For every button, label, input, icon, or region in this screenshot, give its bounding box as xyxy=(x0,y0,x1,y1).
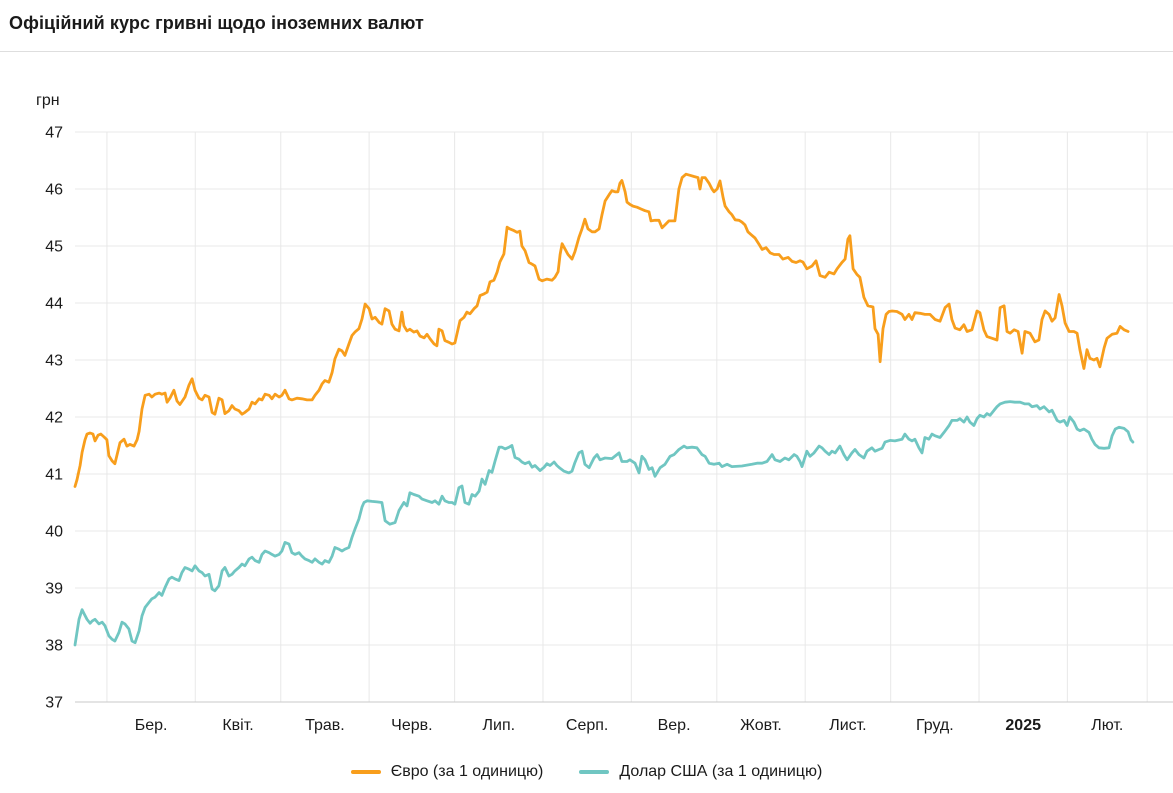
x-axis-month-label: Серп. xyxy=(566,717,608,734)
x-axis-month-label: Трав. xyxy=(305,717,345,734)
y-axis-tick-label: 41 xyxy=(45,467,63,484)
y-axis-tick-label: 47 xyxy=(45,125,63,142)
y-axis-tick-label: 38 xyxy=(45,638,63,655)
x-axis-month-label: Груд. xyxy=(916,717,954,734)
y-axis-tick-label: 39 xyxy=(45,581,63,598)
euro-rate-line[interactable] xyxy=(73,172,1130,488)
legend-item-euro[interactable]: Євро (за 1 одиницю) xyxy=(350,763,544,781)
x-axis-month-label: Жовт. xyxy=(740,717,782,734)
legend-item-usd[interactable]: Долар США (за 1 одиницю) xyxy=(579,763,822,781)
y-axis-tick-label: 45 xyxy=(45,239,63,256)
usd-line-swatch xyxy=(579,770,610,774)
x-axis-month-label: Вер. xyxy=(658,717,691,734)
chart-header: Офіційний курс гривні щодо іноземних вал… xyxy=(0,0,1173,52)
legend-label-usd: Долар США (за 1 одиницю) xyxy=(619,763,823,780)
euro-line-swatch xyxy=(350,770,381,774)
x-axis-month-label: Лип. xyxy=(483,717,516,734)
y-axis-tick-label: 40 xyxy=(45,524,63,541)
x-axis-month-label: Лист. xyxy=(829,717,866,734)
exchange-rate-chart[interactable]: 37 38 39 40 41 42 43 44 45 46 47 Бер. Квіт. Трав. Черв… xyxy=(0,52,1173,752)
y-axis-tick-label: 46 xyxy=(45,182,63,199)
usd-rate-line[interactable] xyxy=(73,400,1135,647)
y-axis-tick-label: 43 xyxy=(45,353,63,370)
x-axis-month-label: Черв. xyxy=(391,717,432,734)
x-axis-month-label: Лют. xyxy=(1091,717,1123,734)
x-axis-month-label: Бер. xyxy=(135,717,168,734)
x-axis-month-label: 2025 xyxy=(1005,717,1041,734)
chart-legend: Євро (за 1 одиницю) Долар США (за 1 один… xyxy=(0,752,1173,792)
page-title: Офіційний курс гривні щодо іноземних вал… xyxy=(9,13,424,33)
x-axis-month-label: Квіт. xyxy=(222,717,253,734)
legend-label-euro: Євро (за 1 одиницю) xyxy=(390,763,544,780)
y-axis-tick-label: 44 xyxy=(45,296,63,313)
y-axis-tick-label: 37 xyxy=(45,695,63,712)
y-axis-unit-label: грн xyxy=(36,92,60,109)
y-axis-tick-label: 42 xyxy=(45,410,63,427)
